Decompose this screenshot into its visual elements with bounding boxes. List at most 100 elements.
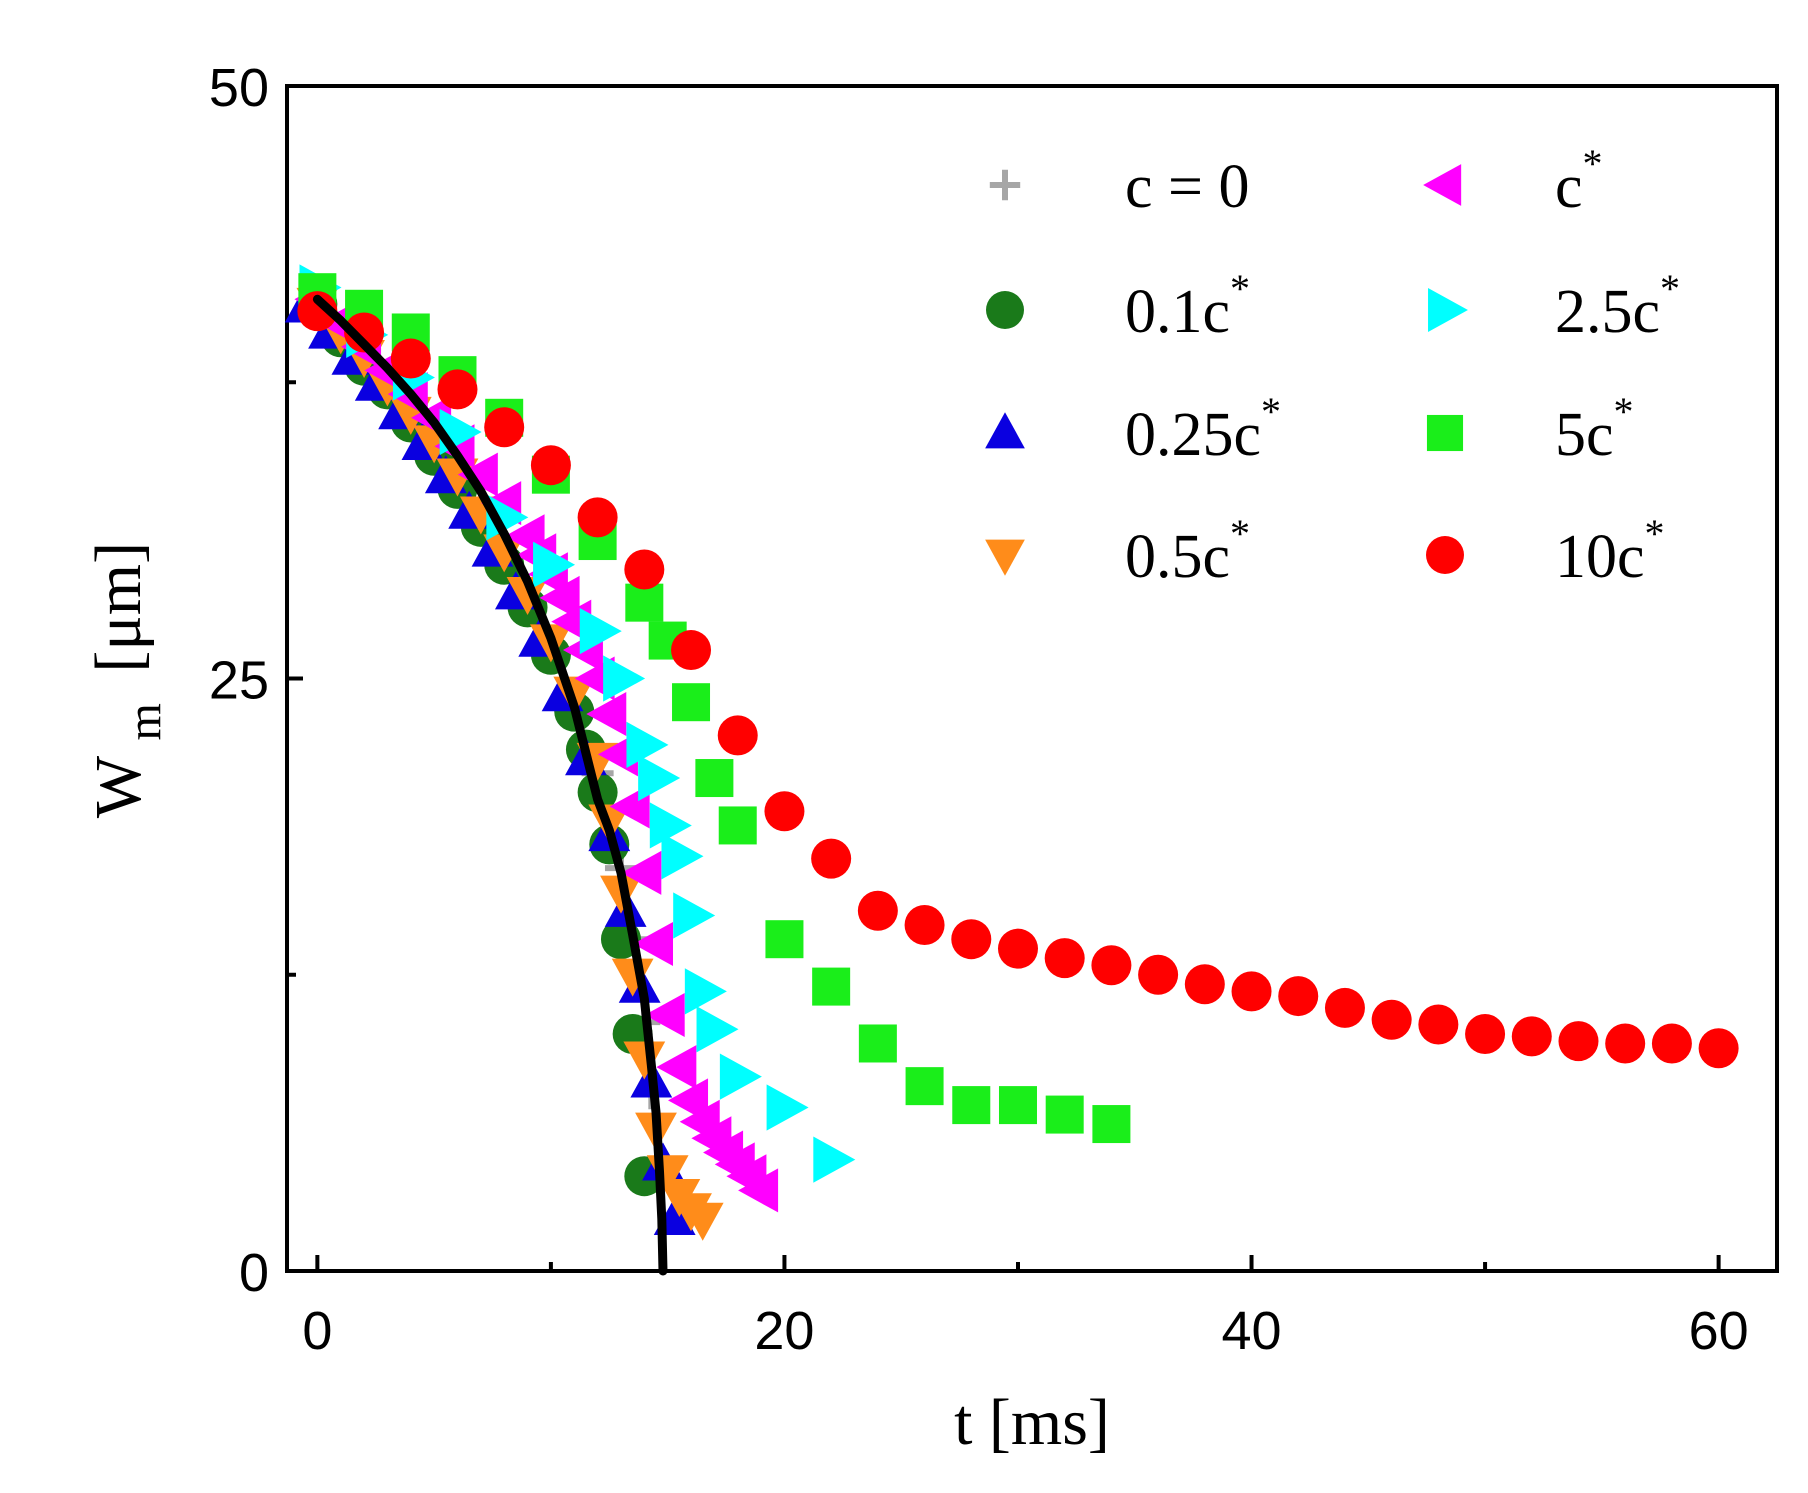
data-point-5cstar bbox=[858, 1024, 897, 1063]
legend-marker-0-5cstar bbox=[985, 539, 1025, 576]
data-point-cstar bbox=[738, 1168, 779, 1213]
data-point-10cstar bbox=[1418, 1004, 1459, 1045]
data-point-cstar bbox=[632, 921, 673, 966]
data-point-10cstar bbox=[857, 890, 898, 931]
legend-marker-0-25cstar bbox=[985, 412, 1025, 449]
data-point-10cstar bbox=[1138, 954, 1179, 995]
data-point-2-5cstar bbox=[766, 1084, 809, 1131]
data-point-10cstar bbox=[717, 715, 758, 756]
data-point-2-5cstar bbox=[673, 892, 716, 939]
x-tick-label: 60 bbox=[1689, 1301, 1749, 1361]
data-point-2-5cstar bbox=[719, 1053, 762, 1100]
data-point-10cstar bbox=[1091, 945, 1132, 986]
y-tick-label: 0 bbox=[239, 1243, 269, 1303]
data-point-10cstar bbox=[1651, 1023, 1692, 1064]
legend-label-0-5cstar: 0.5c* bbox=[1125, 511, 1250, 591]
data-point-5cstar bbox=[952, 1086, 991, 1125]
data-point-5cstar bbox=[1092, 1105, 1131, 1144]
data-point-10cstar bbox=[1698, 1028, 1739, 1069]
y-axis-title-main: W bbox=[82, 755, 155, 818]
axis-ticks bbox=[287, 84, 1721, 1273]
legend-marker-5cstar bbox=[1426, 414, 1464, 452]
data-point-2-5cstar bbox=[603, 655, 646, 702]
data-point-10cstar bbox=[1231, 971, 1272, 1012]
y-axis-title: W m [μm] bbox=[82, 542, 171, 818]
data-point-10cstar bbox=[530, 445, 571, 486]
data-point-10cstar bbox=[997, 928, 1038, 969]
axis-tick-labels: 0 20 40 60 0 25 50 bbox=[209, 58, 1749, 1361]
data-point-cstar bbox=[644, 993, 685, 1038]
fit-layer bbox=[312, 294, 668, 1276]
legend-marker-10cstar bbox=[1426, 536, 1464, 574]
legend-item-0-1cstar: 0.1c* bbox=[986, 266, 1250, 346]
legend-item-0-25cstar: 0.25c* bbox=[985, 389, 1281, 469]
y-axis-title-unit: [μm] bbox=[82, 542, 155, 673]
legend-label-5cstar: 5c* bbox=[1555, 389, 1634, 469]
data-point-10cstar bbox=[904, 904, 945, 945]
data-point-2-5cstar bbox=[813, 1136, 856, 1183]
data-point-cstar bbox=[457, 452, 498, 497]
data-point-10cstar bbox=[1371, 999, 1412, 1040]
data-point-0-5cstar bbox=[623, 1041, 666, 1080]
legend-item-c-0: c = 0 bbox=[989, 153, 1249, 221]
data-point-5cstar bbox=[998, 1086, 1037, 1125]
data-point-cstar bbox=[656, 1045, 697, 1090]
data-point-2-5cstar bbox=[684, 968, 727, 1015]
legend-label-cstar: c* bbox=[1555, 141, 1603, 221]
data-point-10cstar bbox=[811, 838, 852, 879]
data-point-2-5cstar bbox=[661, 833, 704, 880]
legend-label-0-25cstar: 0.25c* bbox=[1125, 389, 1281, 469]
legend-item-5cstar: 5c* bbox=[1426, 389, 1634, 469]
legend-item-0-5cstar: 0.5c* bbox=[985, 511, 1250, 591]
legend-marker-cstar bbox=[1423, 164, 1462, 206]
data-point-10cstar bbox=[1605, 1023, 1646, 1064]
data-point-10cstar bbox=[1184, 964, 1225, 1005]
legend-label-c-0: c = 0 bbox=[1125, 153, 1249, 221]
data-point-5cstar bbox=[718, 806, 757, 845]
data-point-10cstar bbox=[437, 369, 478, 410]
data-point-10cstar bbox=[764, 791, 805, 832]
x-axis-title: t [ms] bbox=[954, 1386, 1110, 1459]
data-point-2-5cstar bbox=[626, 721, 669, 768]
data-point-cstar bbox=[539, 575, 580, 620]
data-point-10cstar bbox=[1324, 987, 1365, 1028]
data-point-cstar bbox=[621, 850, 662, 895]
data-point-2-5cstar bbox=[696, 1006, 739, 1053]
data-point-2-5cstar bbox=[638, 754, 681, 802]
y-tick-label: 50 bbox=[209, 58, 269, 118]
fit-curve bbox=[312, 294, 668, 1276]
y-axis-title-subscript: m bbox=[118, 703, 171, 740]
data-point-0-5cstar bbox=[506, 577, 549, 616]
data-point-10cstar bbox=[484, 407, 525, 448]
legend-marker-c-0 bbox=[989, 169, 1021, 201]
data-point-5cstar bbox=[905, 1067, 944, 1106]
data-point-10cstar bbox=[1511, 1016, 1552, 1057]
data-point-10cstar bbox=[1465, 1014, 1506, 1054]
data-point-5cstar bbox=[672, 683, 711, 722]
data-point-10cstar bbox=[1278, 976, 1319, 1017]
data-point-10cstar bbox=[951, 919, 992, 960]
data-point-10cstar bbox=[297, 291, 338, 332]
legend-label-2-5cstar: 2.5c* bbox=[1555, 266, 1680, 346]
data-point-10cstar bbox=[671, 630, 712, 671]
x-tick-label: 40 bbox=[1221, 1301, 1281, 1361]
legend-marker-0-1cstar bbox=[986, 291, 1024, 329]
x-tick-label: 20 bbox=[754, 1301, 814, 1361]
data-point-5cstar bbox=[765, 920, 804, 959]
legend-item-cstar: c* bbox=[1423, 141, 1603, 221]
legend: c = 0 0.1c* 0.25c* 0.5c* c* 2.5c* 5c* 10c* bbox=[985, 141, 1680, 591]
data-point-0-5cstar bbox=[681, 1202, 724, 1241]
data-point-5cstar bbox=[1045, 1095, 1084, 1134]
data-point-2-5cstar bbox=[649, 802, 692, 849]
legend-label-10cstar: 10c* bbox=[1555, 511, 1665, 591]
data-point-10cstar bbox=[577, 497, 618, 538]
data-point-0-5cstar bbox=[483, 534, 526, 573]
data-point-5cstar bbox=[625, 583, 664, 622]
legend-marker-2-5cstar bbox=[1428, 288, 1468, 332]
y-tick-label: 25 bbox=[209, 651, 269, 711]
legend-item-2-5cstar: 2.5c* bbox=[1428, 266, 1680, 346]
x-tick-label: 0 bbox=[302, 1301, 332, 1361]
data-point-10cstar bbox=[344, 312, 385, 353]
data-point-cstar bbox=[586, 692, 627, 737]
